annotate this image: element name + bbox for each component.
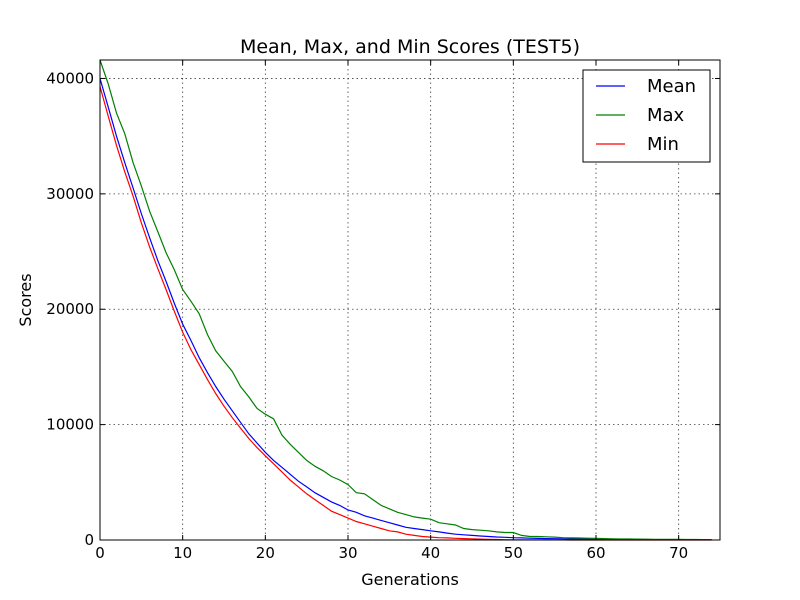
x-tick-label: 70 — [669, 544, 688, 562]
gridlines — [100, 60, 720, 540]
x-tick-label: 20 — [256, 544, 275, 562]
x-tick-label: 0 — [95, 544, 105, 562]
x-axis-label: Generations — [361, 570, 459, 589]
axis-ticks: 0 10 20 30 40 50 60 70 0 10000 20000 30000 40000 — [46, 60, 720, 562]
x-tick-label: 40 — [421, 544, 440, 562]
y-tick-label: 30000 — [46, 185, 94, 203]
y-tick-label: 40000 — [46, 69, 94, 87]
y-tick-label: 20000 — [46, 300, 94, 318]
legend-label-min: Min — [647, 134, 679, 155]
legend-box — [582, 69, 711, 163]
legend-label-max: Max — [647, 105, 685, 126]
legend-label-mean: Mean — [647, 76, 696, 97]
y-axis-label: Scores — [16, 273, 35, 326]
y-tick-label: 0 — [84, 531, 94, 549]
x-tick-label: 10 — [173, 544, 192, 562]
y-tick-label: 10000 — [46, 416, 94, 434]
x-tick-label: 30 — [338, 544, 357, 562]
x-tick-label: 60 — [586, 544, 605, 562]
legend: Mean Max Min — [582, 69, 711, 163]
series-line-max — [99, 59, 712, 541]
plot-frame — [99, 59, 721, 541]
x-tick-label: 50 — [504, 544, 523, 562]
chart-title: Mean, Max, and Min Scores (TEST5) — [240, 36, 580, 58]
